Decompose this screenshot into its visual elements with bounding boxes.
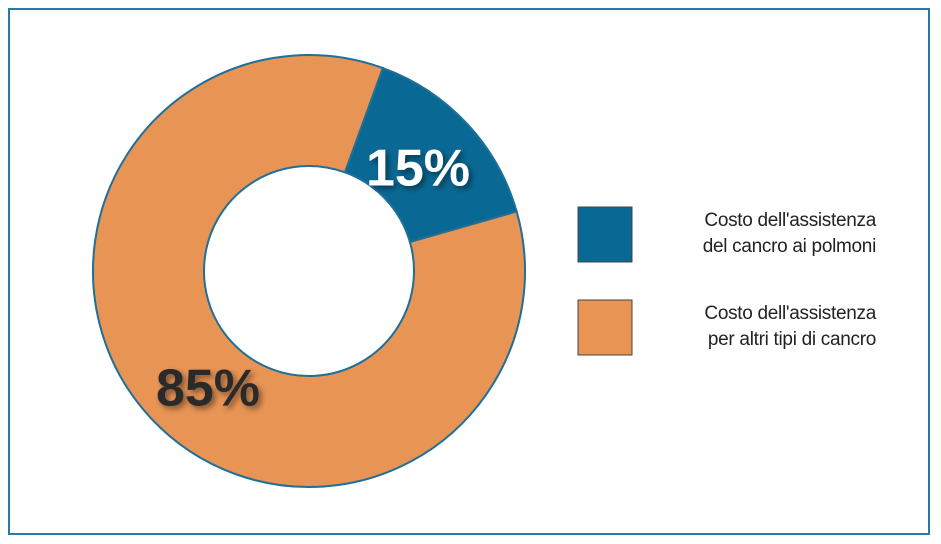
donut-segment <box>92 54 526 488</box>
value-label: 15% <box>366 140 470 198</box>
donut-segment <box>343 66 518 244</box>
legend-label: Costo dell'assistenza del cancro ai polm… <box>702 210 877 257</box>
legend-swatch <box>577 206 633 263</box>
legend-swatch <box>577 299 633 356</box>
value-label: 85% <box>156 360 260 418</box>
legend-label: Costo dell'assistenza per altri tipi di … <box>704 303 876 350</box>
frame <box>8 8 930 535</box>
